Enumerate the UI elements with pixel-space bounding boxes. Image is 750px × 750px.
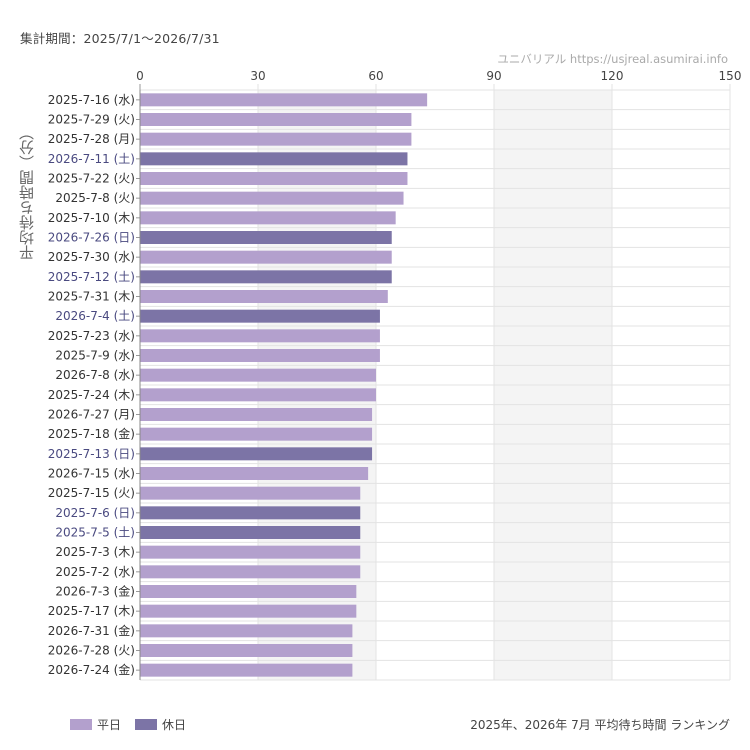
bar	[140, 231, 392, 244]
legend-swatch-weekday	[70, 719, 92, 730]
x-tick-label: 30	[250, 69, 265, 83]
category-label: 2026-7-26 (日)	[48, 231, 135, 245]
bar	[140, 388, 376, 402]
bar	[140, 113, 412, 126]
category-label: 2026-7-31 (金)	[48, 623, 135, 638]
bar	[140, 368, 376, 382]
bar	[140, 270, 392, 284]
category-label: 2025-7-12 (土)	[48, 270, 135, 284]
category-label: 2026-7-8 (水)	[55, 368, 135, 382]
bar	[140, 132, 412, 146]
bar	[140, 663, 353, 677]
category-label: 2026-7-15 (水)	[48, 467, 135, 481]
category-label: 2025-7-8 (火)	[55, 191, 135, 205]
category-label: 2025-7-17 (木)	[48, 604, 135, 618]
bar	[140, 329, 380, 343]
bar	[140, 191, 404, 205]
category-label: 2025-7-23 (水)	[48, 329, 135, 343]
period-label: 集計期間：2025/7/1〜2026/7/31	[20, 31, 220, 46]
legend-item-weekday[interactable]: 平日	[70, 716, 121, 733]
category-label: 2026-7-24 (金)	[48, 662, 135, 677]
category-label: 2025-7-31 (木)	[48, 290, 135, 304]
bar	[140, 526, 361, 539]
bar	[140, 349, 380, 362]
bar	[140, 427, 373, 441]
x-tick-label: 0	[136, 69, 144, 83]
bar	[140, 467, 369, 480]
bar	[140, 604, 357, 618]
x-tick-label: 150	[719, 69, 742, 83]
bar	[140, 545, 361, 559]
category-label: 2025-7-22 (火)	[48, 172, 135, 186]
category-label: 2026-7-28 (火)	[48, 644, 135, 658]
legend-label-holiday: 休日	[162, 718, 187, 732]
category-label: 2026-7-4 (土)	[55, 309, 135, 323]
bar	[140, 585, 357, 598]
category-label: 2025-7-16 (水)	[48, 93, 135, 107]
bar	[140, 211, 396, 225]
category-label: 2025-7-2 (水)	[55, 565, 135, 579]
x-tick-label: 90	[486, 69, 501, 83]
bar	[140, 408, 373, 421]
category-label: 2025-7-24 (木)	[48, 388, 135, 402]
category-label: 2025-7-3 (木)	[55, 545, 135, 559]
chart-title: 2025年、2026年 7月 平均待ち時間 ランキング	[470, 718, 730, 732]
category-label: 2025-7-10 (木)	[48, 211, 135, 225]
category-label: 2025-7-13 (日)	[48, 447, 135, 461]
bar	[140, 172, 408, 185]
x-tick-label: 60	[368, 69, 383, 83]
bar	[140, 152, 408, 166]
category-label: 2025-7-28 (月)	[48, 132, 135, 146]
legend-swatch-holiday	[135, 719, 158, 730]
category-label: 2026-7-27 (月)	[48, 408, 135, 422]
category-label: 2025-7-5 (土)	[55, 526, 135, 540]
site-credit: ユニバリアル https://usjreal.asumirai.info	[497, 52, 728, 66]
category-label: 2025-7-15 (火)	[48, 486, 135, 500]
x-tick-label: 120	[601, 69, 624, 83]
category-label: 2025-7-18 (金)	[48, 426, 135, 441]
legend-label-weekday: 平日	[97, 718, 122, 732]
category-label: 2025-7-30 (水)	[48, 250, 135, 264]
bar	[140, 447, 373, 461]
category-label: 2025-7-6 (日)	[55, 506, 135, 520]
bar	[140, 309, 380, 323]
category-label: 2025-7-9 (水)	[55, 349, 135, 363]
bar	[140, 93, 428, 107]
legend: 平日 休日	[70, 716, 200, 733]
category-label: 2026-7-11 (土)	[48, 152, 135, 166]
legend-item-holiday[interactable]: 休日	[135, 716, 186, 733]
bar	[140, 290, 388, 303]
bar	[140, 644, 353, 657]
bar	[140, 250, 392, 264]
bar	[140, 486, 361, 500]
category-label: 2026-7-3 (金)	[55, 584, 135, 599]
bar	[140, 565, 361, 579]
bar	[140, 506, 361, 520]
category-label: 2025-7-29 (火)	[48, 113, 135, 127]
bar	[140, 624, 353, 638]
